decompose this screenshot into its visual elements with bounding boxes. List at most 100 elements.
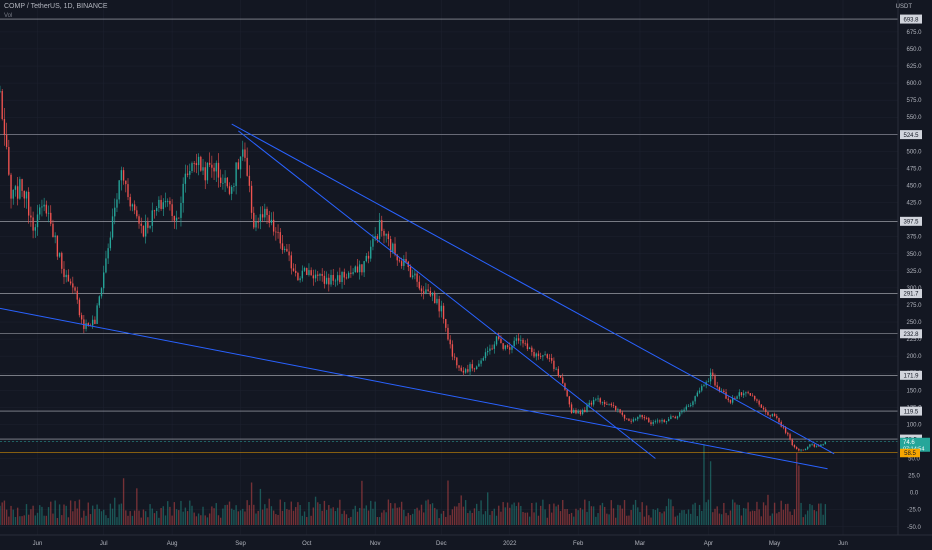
candle-body <box>319 274 321 276</box>
candle-body <box>570 404 573 414</box>
candle-body <box>200 156 202 171</box>
volume-bar <box>1 502 3 525</box>
volume-bar <box>144 511 147 525</box>
volume-bar <box>533 512 535 525</box>
candle-body <box>736 396 738 399</box>
volume-bar <box>416 507 418 525</box>
time-axis[interactable]: Jun Jul Aug Sep Oct Nov Dec 2022 Feb Mar Apr May Jun <box>33 541 848 547</box>
volume-bar <box>515 506 518 525</box>
candle-body <box>160 199 162 209</box>
candle-body <box>41 206 43 208</box>
candle-body <box>729 400 732 403</box>
volume-bar <box>480 500 482 525</box>
candle-body <box>242 149 244 157</box>
volume-bar <box>818 503 820 525</box>
trendlines[interactable] <box>0 123 835 470</box>
volume-bar <box>5 509 8 525</box>
volume-bar <box>125 510 127 525</box>
volume-bar <box>140 517 142 525</box>
volume-bar <box>551 512 553 525</box>
volume-bar <box>751 510 754 525</box>
volume-bar <box>595 516 597 525</box>
volume-bar <box>615 517 617 525</box>
candle-body <box>478 363 480 367</box>
volume-bar <box>597 513 599 525</box>
volume-bar <box>202 506 204 525</box>
symbol-title[interactable]: COMP / TetherUS, 1D, BINANCE <box>4 3 108 10</box>
candle-body <box>679 412 681 417</box>
candle-body <box>173 215 176 221</box>
volume-bar <box>21 516 23 525</box>
candle-body <box>634 419 637 420</box>
volume-bar <box>253 504 255 525</box>
volume-bar <box>61 515 63 525</box>
volume-bar <box>423 512 425 525</box>
volume-bar <box>634 499 637 525</box>
candle-body <box>637 417 639 420</box>
volume-bar <box>800 502 802 525</box>
candle-body <box>239 156 242 170</box>
candle-body <box>12 189 14 199</box>
candle-body <box>674 416 676 419</box>
candle-body <box>347 272 350 278</box>
candle-body <box>599 398 601 403</box>
volume-bar <box>72 511 74 525</box>
candle-body <box>197 156 200 166</box>
candle-body <box>314 274 317 279</box>
candle-body <box>798 448 800 451</box>
volume-bar <box>696 516 699 525</box>
volume-bar <box>98 508 100 525</box>
volume-bar <box>47 507 50 525</box>
volume-bar <box>142 509 145 525</box>
candle-body <box>325 277 328 284</box>
volume-bar <box>537 515 540 525</box>
level-price-box <box>900 216 922 226</box>
candle-body <box>374 236 376 239</box>
volume-bar <box>769 515 771 525</box>
volume-bar <box>698 504 701 525</box>
volume-bar <box>116 517 118 525</box>
volume-bar <box>147 517 149 525</box>
volume-bar <box>32 505 34 525</box>
low-price-box <box>900 448 920 458</box>
candle-body <box>1 91 3 120</box>
candle-body <box>815 445 818 447</box>
volume-bar <box>553 503 555 525</box>
volume-bar <box>606 513 608 525</box>
volume-bar <box>509 507 511 525</box>
candle-body <box>438 298 440 312</box>
volume-bar <box>542 499 544 525</box>
volume-bar <box>242 508 244 525</box>
volume-bar <box>129 511 131 525</box>
volume-bar <box>562 500 564 525</box>
candle-body <box>19 179 21 199</box>
volume-bar <box>347 518 350 525</box>
volume-bar <box>445 516 447 525</box>
candle-body <box>131 204 134 207</box>
volume-bar <box>795 452 798 525</box>
candle-body <box>822 444 824 446</box>
volume-bar <box>10 505 12 525</box>
candle-body <box>601 402 604 403</box>
candle-body <box>546 354 548 358</box>
candle-body <box>21 179 23 191</box>
candle-body <box>482 358 484 361</box>
candle-body <box>43 204 45 207</box>
candle-body <box>359 264 361 273</box>
volume-bar <box>403 509 405 525</box>
candle-body <box>773 413 776 416</box>
candle-body <box>317 274 319 276</box>
volume-bar <box>734 502 736 525</box>
candle-body <box>299 278 301 281</box>
volume-bar <box>513 502 515 525</box>
candle-body <box>480 360 482 364</box>
volume-bar <box>743 508 745 525</box>
volume-bar <box>76 508 78 525</box>
candle-body <box>718 387 721 392</box>
volume-bar <box>319 503 321 525</box>
volume-bar <box>339 499 341 525</box>
volume-bar <box>36 512 39 525</box>
candle-body <box>652 422 654 425</box>
candle-body <box>813 444 815 447</box>
